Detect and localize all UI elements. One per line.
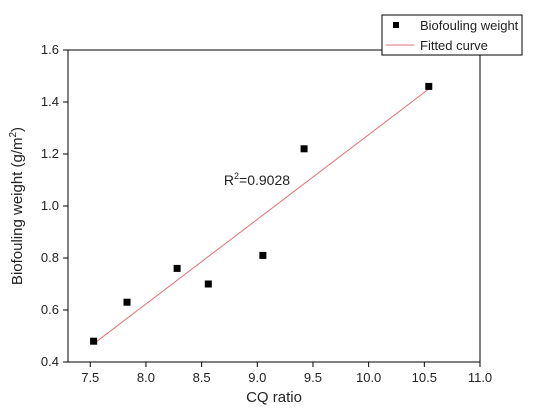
x-axis-label: CQ ratio <box>246 389 302 406</box>
y-tick-label: 1.4 <box>41 94 59 109</box>
data-point <box>300 145 308 153</box>
r-squared-value: =0.9028 <box>239 172 290 188</box>
data-point <box>123 298 131 306</box>
data-point <box>425 82 433 90</box>
legend-label-biofouling-weight: Biofouling weight <box>420 18 519 33</box>
r-squared-sup: 2 <box>234 171 239 181</box>
legend-box <box>381 14 523 56</box>
data-point <box>204 280 212 288</box>
x-tick-label: 8.0 <box>137 370 155 385</box>
data-point <box>173 264 181 272</box>
data-point <box>259 251 267 259</box>
data-point <box>90 337 98 345</box>
x-tick-label: 9.5 <box>304 370 322 385</box>
x-tick-label: 11.0 <box>468 370 492 385</box>
y-axis-label: Biofouling weight (g/m2) <box>8 127 26 285</box>
y-tick-label: 0.8 <box>41 250 59 265</box>
y-axis-label-sup: 2 <box>8 131 19 137</box>
y-tick-label: 1.2 <box>41 146 59 161</box>
y-tick-label: 1.6 <box>41 42 59 57</box>
x-tick-label: 10.0 <box>356 370 381 385</box>
r-squared-prefix: R <box>224 172 234 188</box>
x-axis-ticks: 7.5 8.0 8.5 9.0 9.5 10.0 10.5 11.0 <box>81 362 492 385</box>
y-axis-label-end: ) <box>9 127 26 132</box>
data-points <box>90 82 433 345</box>
r-squared-annotation: R2=0.9028 <box>224 171 290 188</box>
y-tick-label: 0.4 <box>41 354 59 369</box>
y-tick-label: 0.6 <box>41 302 59 317</box>
y-axis-ticks: 0.4 0.6 0.8 1.0 1.2 1.4 1.6 <box>41 42 68 369</box>
fitted-curve-line <box>93 88 430 345</box>
legend-label-fitted-curve: Fitted curve <box>420 38 488 53</box>
x-tick-label: 8.5 <box>193 370 211 385</box>
legend-marker-square <box>393 22 399 28</box>
y-tick-label: 1.0 <box>41 198 59 213</box>
legend: Biofouling weight Fitted curve <box>381 14 523 56</box>
x-tick-label: 9.0 <box>248 370 266 385</box>
y-axis-label-main: Biofouling weight (g/m <box>9 137 26 285</box>
x-tick-label: 10.5 <box>412 370 437 385</box>
x-tick-label: 7.5 <box>81 370 99 385</box>
